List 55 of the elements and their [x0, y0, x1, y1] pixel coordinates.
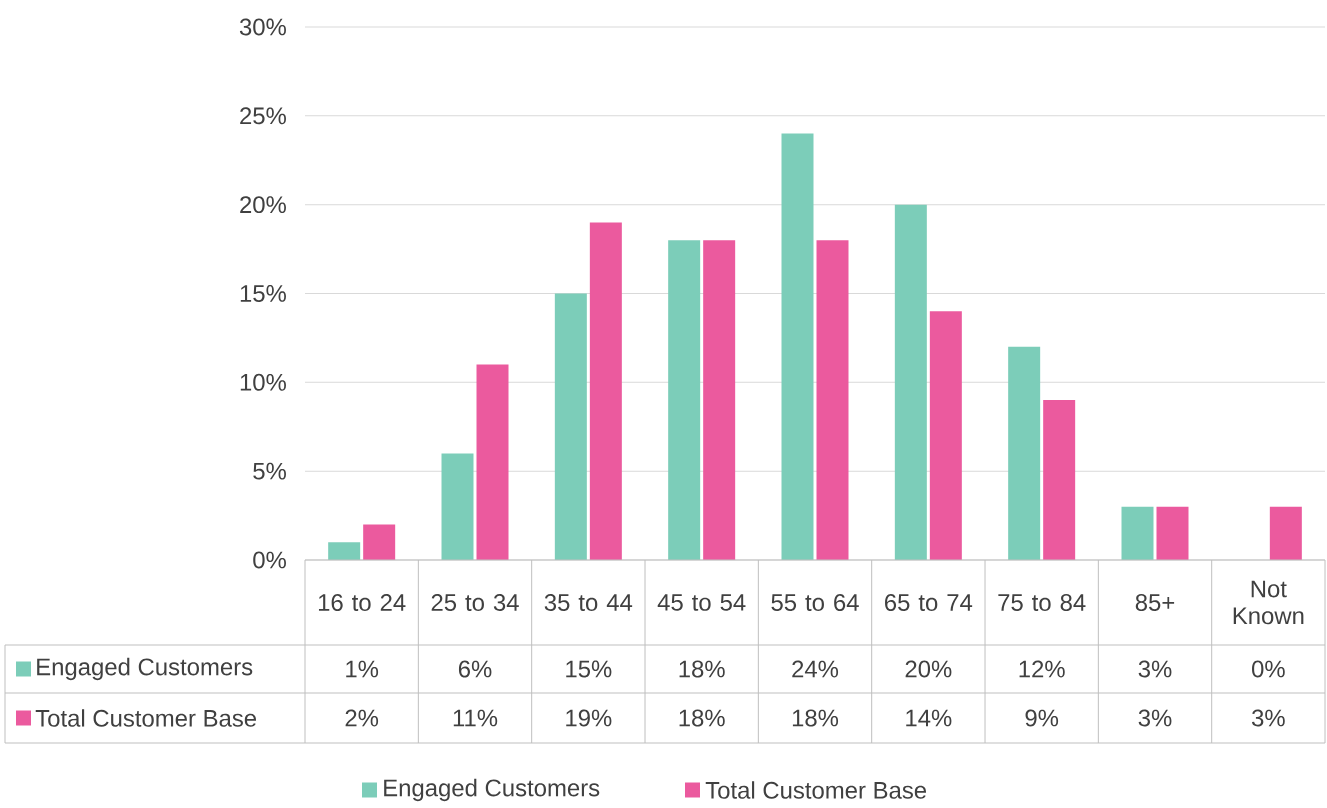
y-tick-label: 15%: [240, 285, 286, 302]
bar: [1156, 506, 1189, 560]
data-label: 14%: [906, 709, 952, 727]
y-tick-label: 20%: [240, 196, 286, 214]
data-label: 11%: [453, 709, 498, 727]
x-tick-label: 55 to 64: [771, 594, 859, 611]
x-tick-label: 35 to 44: [544, 594, 633, 611]
data-label: 6%: [458, 660, 492, 678]
bar: [781, 133, 814, 560]
text: Engaged Customers: [384, 778, 600, 802]
legend-label: Engaged Customers: [37, 657, 253, 681]
y-tick-label: 30%: [239, 18, 286, 36]
x-tick-label: 45 to 54: [657, 594, 746, 611]
data-label: 24%: [792, 660, 839, 678]
text: Total Customer Base: [705, 781, 927, 799]
x-tick-label: 16 to 24: [318, 594, 406, 611]
data-label: 12%: [1019, 660, 1065, 678]
bar: [589, 222, 622, 560]
data-label: 2%: [345, 709, 379, 727]
data-label: 1%: [346, 660, 379, 678]
bar: [476, 364, 509, 560]
y-tick-label: 10%: [240, 373, 286, 391]
bar: [703, 240, 736, 560]
x-tick-label: 75 to 84: [998, 594, 1086, 611]
data-label: 18%: [679, 660, 725, 678]
data-label: 20%: [905, 660, 952, 678]
bar: [668, 240, 701, 560]
x-tick-label: 85+: [1135, 594, 1175, 611]
data-label: 0%: [1252, 660, 1285, 678]
x-tick-label: Not Known: [1233, 580, 1304, 625]
data-label: 19%: [566, 709, 612, 727]
bar: [816, 240, 849, 560]
bar: [894, 204, 927, 560]
bar: [1008, 346, 1041, 560]
bar: [363, 524, 396, 560]
bar: [441, 453, 474, 560]
data-label: 15%: [566, 660, 612, 678]
data-label: 18%: [679, 709, 725, 727]
y-tick-label: 25%: [240, 107, 286, 125]
x-tick-label: 25 to 34: [431, 594, 519, 611]
bar: [1269, 506, 1302, 560]
data-label: 9%: [1025, 709, 1059, 727]
bar: [328, 542, 361, 560]
bar: [1121, 506, 1154, 560]
y-tick-label: 0%: [253, 551, 286, 569]
x-tick-label: 65 to 74: [885, 594, 973, 611]
legend-label: Total Customer Base: [35, 709, 257, 727]
data-label: 3%: [1251, 709, 1285, 727]
bar: [554, 293, 587, 560]
bar: [929, 311, 962, 560]
bar: [1043, 400, 1076, 560]
data-label: 3%: [1138, 709, 1172, 727]
y-tick-label: 5%: [253, 462, 286, 480]
data-label: 18%: [792, 709, 839, 727]
data-label: 3%: [1138, 660, 1172, 678]
